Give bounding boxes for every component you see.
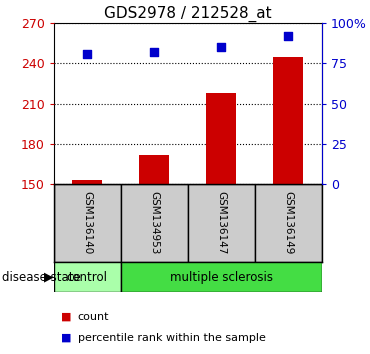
- Text: ■: ■: [61, 312, 71, 322]
- Bar: [273, 57, 303, 184]
- Point: [84, 51, 90, 56]
- Text: ■: ■: [61, 333, 71, 343]
- Text: GSM136140: GSM136140: [82, 192, 92, 255]
- Text: ▶: ▶: [44, 270, 54, 284]
- Text: multiple sclerosis: multiple sclerosis: [170, 270, 273, 284]
- Text: disease state: disease state: [2, 270, 81, 284]
- Bar: [255, 184, 322, 262]
- Text: percentile rank within the sample: percentile rank within the sample: [78, 333, 266, 343]
- Bar: [121, 184, 188, 262]
- Bar: [72, 180, 102, 184]
- Point: [151, 49, 157, 55]
- Text: GSM136149: GSM136149: [283, 191, 293, 255]
- Bar: [121, 262, 322, 292]
- Bar: [206, 93, 236, 184]
- Bar: [188, 184, 255, 262]
- Point: [218, 44, 224, 50]
- Text: GSM134953: GSM134953: [149, 191, 159, 255]
- Text: GSM136147: GSM136147: [216, 191, 226, 255]
- Bar: [54, 184, 121, 262]
- Bar: [54, 262, 121, 292]
- Text: count: count: [78, 312, 109, 322]
- Title: GDS2978 / 212528_at: GDS2978 / 212528_at: [104, 5, 272, 22]
- Text: control: control: [67, 270, 108, 284]
- Point: [285, 33, 291, 39]
- Bar: [139, 155, 169, 184]
